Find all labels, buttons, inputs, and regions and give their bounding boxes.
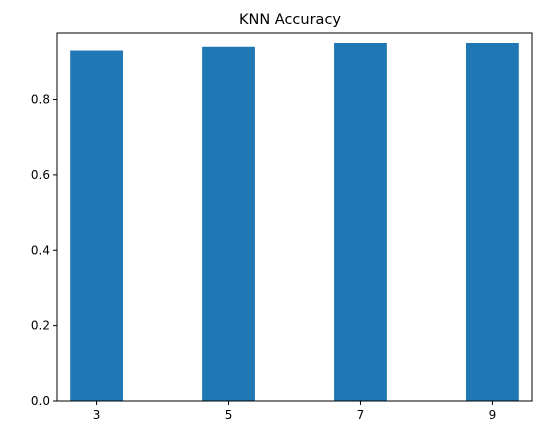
x-tick-label-3: 3 bbox=[93, 408, 101, 422]
y-tick-label-0.6: 0.6 bbox=[31, 168, 50, 182]
bar-7 bbox=[334, 42, 387, 401]
bar-9 bbox=[466, 42, 519, 401]
y-axis: 0.0 0.2 0.4 0.6 0.8 bbox=[31, 93, 57, 408]
y-tick-label-0.0: 0.0 bbox=[31, 394, 50, 408]
bar-3 bbox=[70, 50, 123, 402]
x-tick-label-7: 7 bbox=[357, 408, 365, 422]
y-tick-label-0.8: 0.8 bbox=[31, 93, 50, 107]
plot-frame bbox=[56, 32, 533, 402]
y-tick-label-0.4: 0.4 bbox=[31, 243, 50, 257]
x-tick-label-9: 9 bbox=[489, 408, 497, 422]
bar-5 bbox=[202, 46, 255, 401]
chart-title: KNN Accuracy bbox=[239, 12, 341, 28]
bars bbox=[70, 42, 519, 402]
x-tick-label-5: 5 bbox=[225, 408, 233, 422]
x-axis: 3 5 7 9 bbox=[93, 401, 496, 422]
y-tick-label-0.2: 0.2 bbox=[31, 319, 50, 333]
